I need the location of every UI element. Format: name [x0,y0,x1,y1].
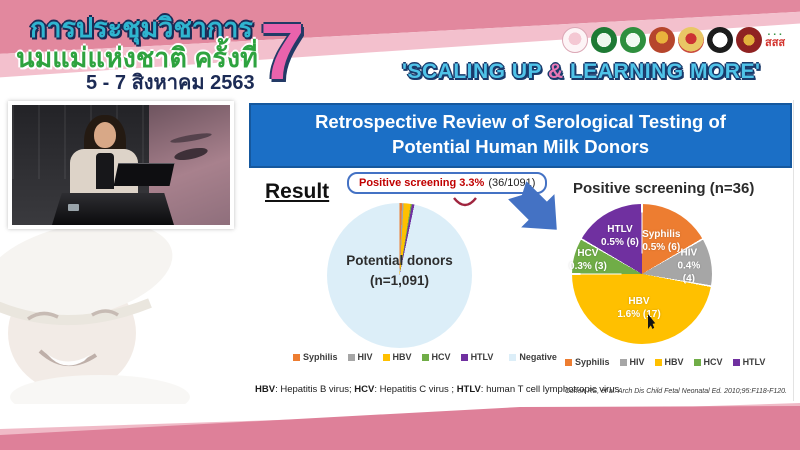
legend-label: Syphilis [303,352,338,362]
slice-label-hiv: HIV 0.4% (4) [677,247,701,285]
royal-thai-emblem-logo-icon [649,27,675,53]
legend-item-hbv: HBV [654,357,684,367]
legend-item-syphilis: Syphilis [293,352,338,362]
donors-pie-chart: Potential donors (n=1,091) [327,203,472,348]
podium-label [68,204,79,211]
positive-pie-wrap: Syphilis 0.5% (6) HIV 0.4% (4) HBV 1.6% … [569,204,712,344]
legend-item-syphilis: Syphilis [565,357,610,367]
legend-item-hcv: HCV [421,352,451,362]
legend-label: HTLV [742,357,766,367]
legend-swatch-negative [509,353,517,361]
legend-label: HBV [664,357,684,367]
legend-swatch-hbv [654,358,662,366]
conference-title-line2: นมแม่แห่งชาติ ครั้งที่ [16,43,258,73]
slice-label-syphilis: Syphilis 0.5% (6) [642,228,681,253]
positive-screening-title: Positive screening (n=36) [573,180,755,197]
header-banner: การประชุมวิชาการ นมแม่แห่งชาติ ครั้งที่ … [0,0,800,98]
slice-label-htlv: HTLV 0.5% (6) [601,223,639,248]
legend-label: Negative [519,352,557,362]
slogan-ampersand: & [547,60,564,83]
laptop-on-podium [113,163,175,186]
footnote-abbr: HBV [255,384,276,395]
slogan-suffix: LEARNING MORE' [563,60,761,83]
slide-title-bar: Retrospective Review of Serological Test… [249,103,792,168]
legend-swatch-htlv [732,358,740,366]
reference-citation: Cohen RS, et al. Arch Dis Child Fetal Ne… [564,388,787,395]
legend-item-hiv: HIV [347,352,373,362]
slice-label-hbv: HBV 1.6% (17) [617,296,661,321]
gold-institute-emblem-logo-icon [678,27,704,53]
legend-label: HBV [392,352,412,362]
legend-swatch-hiv [619,358,627,366]
abbreviation-footnote: HBV: Hepatitis B virus; HCV: Hepatitis C… [255,384,619,395]
legend-item-htlv: HTLV [732,357,766,367]
bottom-band-light-stripe [0,403,800,439]
donors-pie-legend: Syphilis HIV HBV HCV HTLV Negative [293,352,557,362]
red-crest-logo-icon [736,27,762,53]
presentation-slide: Retrospective Review of Serological Test… [247,100,794,401]
donors-pie-center-label: Potential donors (n=1,091) [346,253,453,288]
partner-logos: ▪ ▪ ▪ สสส [562,27,785,53]
monochrome-society-emblem-logo-icon [707,27,733,53]
positive-pie-chart [572,204,712,344]
legend-label: HCV [703,357,723,367]
thai-health-promotion-logo-icon: ▪ ▪ ▪ สสส [765,31,786,49]
mouse-cursor-icon [648,314,656,329]
positive-pie-legend: Syphilis HIV HBV HCV HTLV [565,357,765,367]
mother-child-foundation-logo-icon [562,27,588,53]
legend-swatch-syphilis [293,353,300,361]
legend-label: Syphilis [575,357,610,367]
footnote-abbr: HTLV [456,384,481,395]
legend-item-hiv: HIV [619,357,645,367]
result-heading: Result [265,180,330,203]
legend-swatch-hbv [382,353,390,361]
presenter-face [94,122,116,148]
green-medical-association-logo-icon [620,27,646,53]
legend-item-hbv: HBV [382,352,412,362]
green-seal-logo-icon [591,27,617,53]
conference-date: 5 - 7 สิงหาคม 2563 [86,72,255,94]
callout-highlight-text: Positive screening 3.3% [359,177,485,189]
presenter-video-feed [8,101,234,229]
legend-label: HCV [431,352,451,362]
projected-baby-eye [173,145,209,163]
bottom-band [0,400,800,450]
legend-item-negative: Negative [509,352,557,362]
annotation-callout: Positive screening 3.3% (36/1091) [347,172,548,194]
conference-title-line1: การประชุมวิชาการ [30,13,253,43]
footnote-text: : human T cell lymphotropic virus [480,384,620,395]
projected-baby-brow [169,131,213,145]
slogan-prefix: 'SCALING UP [402,60,548,83]
video-scene [12,105,230,225]
legend-swatch-hcv [421,353,429,361]
thai-health-logo-text: สสส [765,36,786,49]
conference-slogan: 'SCALING UP & LEARNING MORE' [402,60,760,84]
bottom-band-main-stripe [0,406,800,450]
edition-number: 7 [260,7,305,96]
callout-detail-text: (36/1091) [488,177,536,189]
callout-pointer-brace-icon [453,197,477,207]
footnote-text: : Hepatitis C virus ; [374,384,457,395]
legend-item-htlv: HTLV [460,352,494,362]
legend-label: HTLV [470,352,494,362]
legend-swatch-htlv [460,353,468,361]
legend-swatch-hiv [347,353,355,361]
legend-label: HIV [357,352,373,362]
legend-swatch-syphilis [565,358,572,366]
footnote-abbr: HCV [354,384,375,395]
baby-background-image [0,221,240,419]
legend-swatch-hcv [693,358,701,366]
legend-label: HIV [629,357,645,367]
slice-label-hcv: HCV 0.3% (3) [569,247,607,272]
footnote-text: : Hepatitis B virus; [275,384,355,395]
presenter-inner-top [96,153,114,189]
legend-item-hcv: HCV [693,357,723,367]
